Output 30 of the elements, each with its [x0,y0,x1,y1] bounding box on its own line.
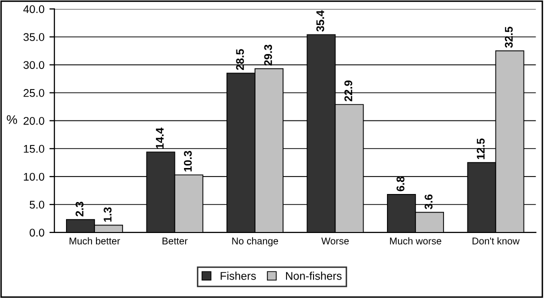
y-axis-title: % [6,115,18,124]
y-tick-label: 35.0 [23,33,44,42]
x-tick-label: Better [162,238,188,244]
data-label: 32.5 [504,26,513,48]
y-tick-label: 10.0 [24,172,44,181]
data-label: 28.5 [236,49,244,70]
data-label: 22.9 [344,80,352,102]
x-tick-label: Much worse [390,237,442,244]
y-tick-label: 25.0 [24,89,44,97]
legend-label: Fishers [220,272,256,280]
data-label: 6.8 [396,176,404,192]
y-tick-label: 30.0 [23,61,44,69]
data-label: 10.3 [184,150,192,172]
y-tick-label: 15.0 [24,144,44,153]
data-label: 14.4 [156,128,164,148]
x-tick-label: Much better [70,237,120,244]
legend-label: Non-fishers [286,272,342,280]
y-tick-label: 40.0 [23,5,44,14]
data-label: 2.3 [76,202,84,216]
y-tick-label: 5.0 [30,200,44,209]
data-label: 1.3 [104,207,112,222]
data-label: 35.4 [316,10,324,32]
x-tick-label: No change [232,237,278,246]
x-tick-label: Worse [321,238,349,244]
x-tick-label: Don't know [472,237,520,244]
data-label: 12.5 [476,138,485,160]
data-label: 29.3 [264,44,272,66]
data-label: 3.6 [424,194,433,210]
y-tick-label: 20.0 [24,116,44,125]
y-tick-label: 0.0 [30,228,44,237]
